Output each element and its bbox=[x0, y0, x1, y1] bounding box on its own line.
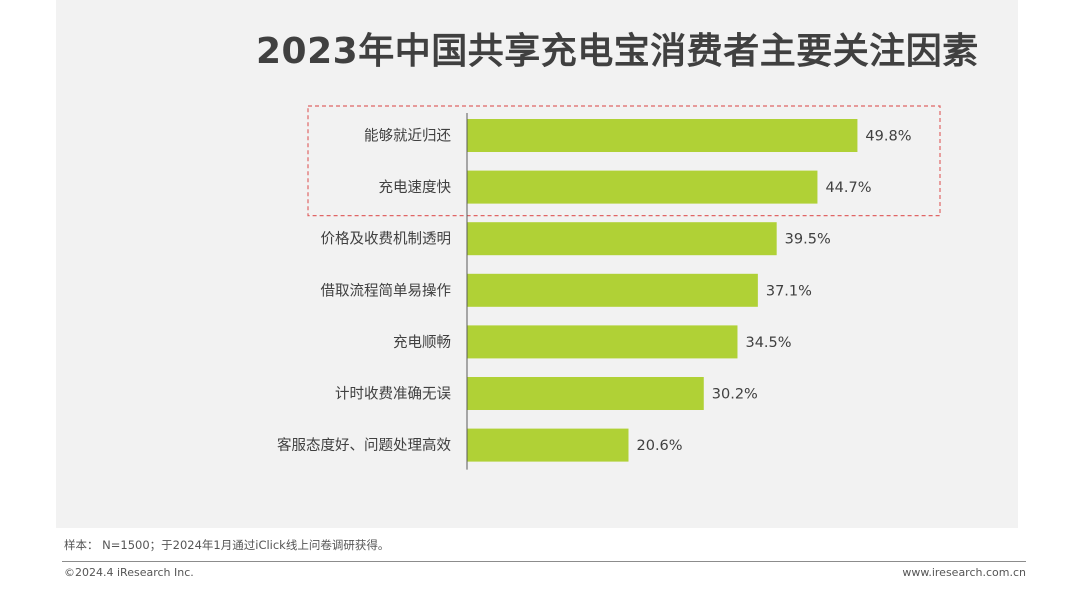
highlight-box bbox=[307, 105, 941, 217]
chart-title: 2023年中国共享充电宝消费者主要关注因素 bbox=[256, 31, 979, 72]
bar-chart: 能够就近归还 49.8% 充电速度快 44.7% 价格及收费机制透明 39.5% 借取流程简… bbox=[277, 105, 941, 470]
category-label-3: 价格及收费机制透明 bbox=[321, 231, 452, 248]
value-label-7: 20.6% bbox=[637, 438, 683, 454]
footer-divider bbox=[62, 561, 1026, 562]
category-label-5: 充电顺畅 bbox=[393, 334, 451, 351]
category-label-4: 借取流程简单易操作 bbox=[321, 282, 452, 299]
value-label-5: 34.5% bbox=[745, 335, 791, 351]
website-link[interactable]: www.iresearch.com.cn bbox=[902, 566, 1026, 579]
bar-7 bbox=[467, 428, 629, 462]
category-label-2: 充电速度快 bbox=[379, 179, 452, 196]
value-label-2: 44.7% bbox=[825, 180, 871, 196]
value-label-3: 39.5% bbox=[785, 232, 831, 248]
bar-2 bbox=[467, 170, 818, 204]
value-label-6: 30.2% bbox=[712, 387, 758, 403]
bar-3 bbox=[467, 222, 777, 256]
sample-note: 样本： N=1500；于2024年1月通过iClick线上问卷调研获得。 bbox=[64, 538, 390, 552]
category-label-7: 客服态度好、问题处理高效 bbox=[277, 437, 451, 454]
category-label-1: 能够就近归还 bbox=[364, 128, 451, 145]
bar-4 bbox=[467, 273, 758, 307]
copyright-text: ©2024.4 iResearch Inc. bbox=[64, 566, 194, 579]
value-label-4: 37.1% bbox=[766, 283, 812, 299]
category-label-6: 计时收费准确无误 bbox=[335, 386, 451, 403]
bar-6 bbox=[467, 377, 704, 410]
value-label-1: 49.8% bbox=[865, 129, 911, 145]
bar-1 bbox=[467, 119, 858, 152]
bar-5 bbox=[467, 325, 738, 359]
